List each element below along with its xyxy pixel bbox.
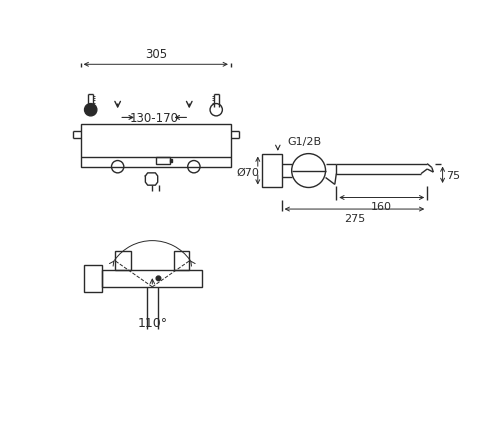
Bar bbox=[116, 252, 130, 270]
Bar bbox=[262, 154, 281, 188]
Text: 110°: 110° bbox=[137, 316, 168, 329]
Text: G1/2B: G1/2B bbox=[287, 137, 321, 147]
Bar bbox=[80, 125, 231, 168]
Text: Ø70: Ø70 bbox=[236, 168, 260, 178]
Bar bbox=[156, 158, 170, 164]
Text: 75: 75 bbox=[446, 171, 460, 181]
Bar bbox=[102, 270, 202, 287]
Text: 160: 160 bbox=[372, 202, 392, 212]
Text: 305: 305 bbox=[144, 48, 167, 60]
Bar bbox=[170, 160, 172, 163]
Text: 130-170: 130-170 bbox=[130, 112, 178, 125]
Circle shape bbox=[84, 104, 97, 117]
Bar bbox=[174, 252, 190, 270]
Bar bbox=[84, 266, 102, 293]
Circle shape bbox=[156, 276, 161, 281]
Text: 275: 275 bbox=[344, 214, 365, 224]
